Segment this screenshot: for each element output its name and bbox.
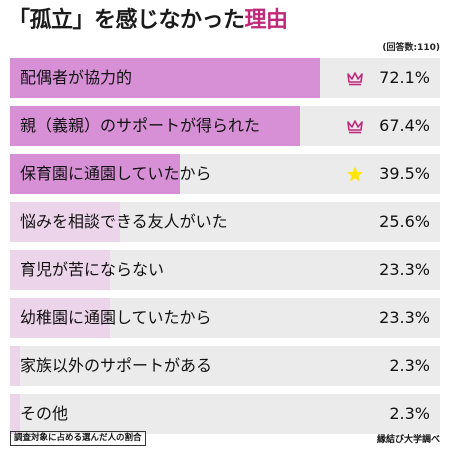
bar: [10, 250, 111, 290]
bar-label: 悩みを相談できる友人がいた: [20, 212, 228, 231]
bar-row: 保育園に通園していたから 39.5%: [10, 154, 440, 194]
bar-label: 幼稚園に通園していたから: [20, 308, 212, 327]
bar-label: その他: [20, 404, 69, 423]
chart-title-prefix: 「孤立」を感じなかった: [8, 8, 245, 33]
bar-row: 育児が苦にならない 23.3%: [10, 250, 440, 290]
bar: [10, 106, 300, 146]
bar: [10, 58, 321, 98]
bar: [10, 154, 180, 194]
crown-icon: [346, 70, 364, 86]
bar-row: 親（義親）のサポートが得られた 67.4%: [10, 106, 440, 146]
bar: [10, 202, 121, 242]
bar-label: 保育園に通園していたから: [20, 164, 212, 183]
chart-title: 「孤立」を感じなかった理由: [8, 4, 288, 38]
crown-icon: [346, 118, 364, 134]
source-credit: 縁結び大学調べ: [376, 435, 440, 445]
bar-value-label: 67.4%: [379, 116, 430, 135]
bar-value-label: 2.3%: [389, 404, 430, 423]
respondents-note: (回答数:110): [382, 43, 440, 53]
bar-value-label: 25.6%: [379, 212, 430, 231]
bar-row: その他 2.3%: [10, 394, 440, 434]
bar: [10, 346, 20, 386]
footnote: 調査対象に占める選んだ人の割合: [10, 431, 146, 446]
bar-value-label: 72.1%: [379, 68, 430, 87]
bar: [10, 298, 111, 338]
star-icon: [346, 166, 364, 182]
bar-row: 配偶者が協力的 72.1%: [10, 58, 440, 98]
bar: [10, 394, 20, 434]
bar-row: 家族以外のサポートがある 2.3%: [10, 346, 440, 386]
bar-row: 幼稚園に通園していたから 23.3%: [10, 298, 440, 338]
bar-value-label: 2.3%: [389, 356, 430, 375]
bar-label: 家族以外のサポートがある: [20, 356, 213, 375]
bar-value-label: 23.3%: [379, 308, 430, 327]
bar-row: 悩みを相談できる友人がいた 25.6%: [10, 202, 440, 242]
bar-label: 育児が苦にならない: [20, 260, 165, 279]
bar-label: 親（義親）のサポートが得られた: [20, 116, 261, 135]
bar-value-label: 23.3%: [379, 260, 430, 279]
bar-label: 配偶者が協力的: [20, 68, 133, 87]
bar-value-label: 39.5%: [379, 164, 430, 183]
chart-title-highlight: 理由: [244, 8, 289, 33]
